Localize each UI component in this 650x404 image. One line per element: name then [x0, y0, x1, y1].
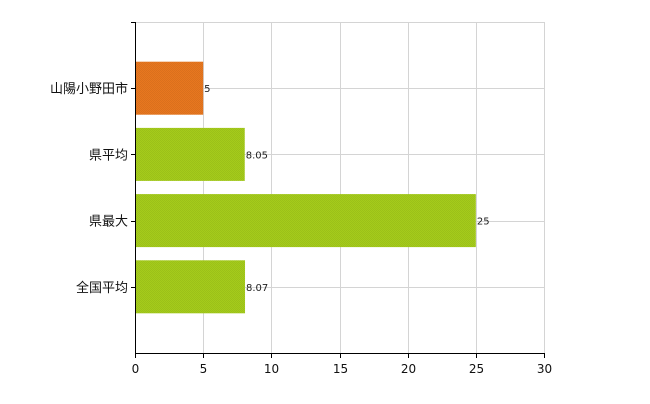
x-tick-label-5: 5 — [200, 362, 208, 376]
axes — [131, 22, 545, 358]
category-label-3: 全国平均 — [76, 280, 128, 296]
value-label-3: 8.07 — [246, 283, 268, 294]
x-tick-label-10: 10 — [264, 362, 279, 376]
bar-texture-0 — [135, 61, 204, 115]
x-tick-label-20: 20 — [401, 362, 416, 376]
value-label-1: 8.05 — [246, 150, 268, 161]
category-label-2: 県最大 — [89, 215, 128, 230]
value-label-2: 25 — [477, 217, 490, 228]
bar-texture-3 — [135, 260, 246, 314]
x-tick-label-30: 30 — [537, 362, 552, 376]
bar-texture-1 — [135, 127, 245, 181]
category-label-1: 県平均 — [89, 148, 128, 163]
bars — [135, 61, 476, 314]
x-tick-label-15: 15 — [333, 362, 348, 376]
bar-texture-2 — [135, 194, 476, 248]
x-tick-label-0: 0 — [132, 362, 140, 376]
category-label-0: 山陽小野田市 — [50, 81, 128, 97]
x-tick-label-25: 25 — [469, 362, 484, 376]
value-label-0: 5 — [204, 84, 210, 95]
